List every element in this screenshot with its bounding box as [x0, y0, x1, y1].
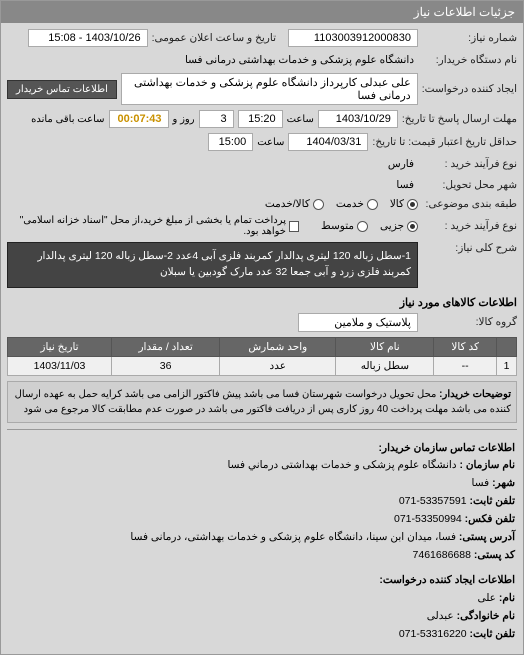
table-header-row: کد کالا نام کالا واحد شمارش تعداد / مقدا…: [8, 337, 517, 356]
creator-label: ایجاد کننده درخواست:: [422, 83, 517, 95]
contact-buyer-button[interactable]: اطلاعات تماس خریدار: [7, 80, 117, 99]
radio-small[interactable]: [407, 221, 418, 232]
validity-time: 15:00: [208, 133, 253, 151]
desc-label: شرح کلی نیاز:: [422, 242, 517, 254]
city-value: فسا: [392, 177, 418, 193]
buyer-device: دانشگاه علوم پزشکی و خدمات بهداشتی درمان…: [181, 52, 418, 68]
buyer-note-text: محل تحویل درخواست شهرستان فسا می باشد پی…: [15, 389, 511, 415]
cell-index: 1: [497, 356, 517, 375]
deadline-date: 1403/10/29: [318, 110, 398, 128]
validity-date: 1404/03/31: [288, 133, 368, 151]
number-label: شماره نیاز:: [422, 32, 517, 44]
deadline-label: مهلت ارسال پاسخ تا تاریخ:: [402, 113, 517, 125]
cell-qty: 36: [112, 356, 220, 375]
th-qty: تعداد / مقدار: [112, 337, 220, 356]
organ-info-title: اطلاعات تماس سازمان خریدار:: [379, 442, 515, 454]
radio-medium[interactable]: [357, 221, 368, 232]
validity-label: حداقل تاریخ اعتبار قیمت: تا تاریخ:: [372, 136, 517, 148]
package-radio-group: کالا خدمت کالا/خدمت: [265, 198, 418, 210]
group-value: پلاستیک و ملامین: [298, 313, 418, 332]
purchase-type-label: نوع فرآیند خرید :: [422, 220, 517, 232]
deadline-time: 15:20: [238, 110, 283, 128]
announce-value: 1403/10/26 - 15:08: [28, 29, 148, 47]
package-label: طبقه بندی موضوعی:: [422, 198, 517, 210]
th-code: کد کالا: [434, 337, 497, 356]
cell-name: سطل زباله: [336, 356, 434, 375]
remaining-label: ساعت باقی مانده: [31, 114, 104, 125]
announce-label: تاریخ و ساعت اعلان عمومی:: [152, 32, 276, 44]
buyer-device-label: نام دستگاه خریدار:: [422, 54, 517, 66]
countdown: 00:07:43: [109, 110, 169, 128]
th-name: نام کالا: [336, 337, 434, 356]
purchase-type-group: جزیی متوسط پرداخت تمام یا بخشی از مبلغ خ…: [7, 215, 418, 237]
th-date: تاریخ نیاز: [8, 337, 112, 356]
days-label: روز و: [173, 114, 195, 125]
radio-khedmat[interactable]: [367, 199, 378, 210]
radio-kala-khedmat[interactable]: [313, 199, 324, 210]
time-label-2: ساعت: [257, 137, 284, 148]
header-title: جزئیات اطلاعات نیاز: [414, 5, 515, 19]
city-label: شهر محل تحویل:: [422, 179, 517, 191]
table-row[interactable]: 1 -- سطل زباله عدد 36 1403/11/03: [8, 356, 517, 375]
process-value: فارس: [384, 156, 418, 172]
cell-unit: عدد: [220, 356, 336, 375]
time-label-1: ساعت: [287, 114, 314, 125]
cell-code: --: [434, 356, 497, 375]
group-label: گروه کالا:: [422, 316, 517, 328]
radio-kala[interactable]: [407, 199, 418, 210]
treasury-checkbox[interactable]: [289, 221, 299, 232]
buyer-note-label: توضیحات خریدار:: [439, 389, 511, 400]
creator-info-title: اطلاعات ایجاد کننده درخواست:: [379, 574, 515, 586]
creator-info-block: اطلاعات ایجاد کننده درخواست: نام: علی نا…: [7, 568, 517, 647]
th-index: [497, 337, 517, 356]
cell-date: 1403/11/03: [8, 356, 112, 375]
th-unit: واحد شمارش: [220, 337, 336, 356]
days-value: 3: [199, 110, 234, 128]
panel-header: جزئیات اطلاعات نیاز: [1, 1, 523, 23]
organ-info-block: اطلاعات تماس سازمان خریدار: نام سازمان :…: [7, 436, 517, 569]
items-table: کد کالا نام کالا واحد شمارش تعداد / مقدا…: [7, 337, 517, 376]
need-description: 1-سطل زباله 120 لیتری پدالدار کمربند فلز…: [7, 242, 418, 288]
process-label: نوع فرآیند خرید :: [422, 158, 517, 170]
items-section-title: اطلاعات کالاهای مورد نیاز: [7, 296, 517, 309]
creator-value: علی عبدلی کارپرداز دانشگاه علوم پزشکی و …: [121, 73, 418, 105]
separator: [7, 429, 517, 430]
buyer-note-box: توضیحات خریدار: محل تحویل درخواست شهرستا…: [7, 381, 517, 423]
request-number: 1103003912000830: [288, 29, 418, 47]
